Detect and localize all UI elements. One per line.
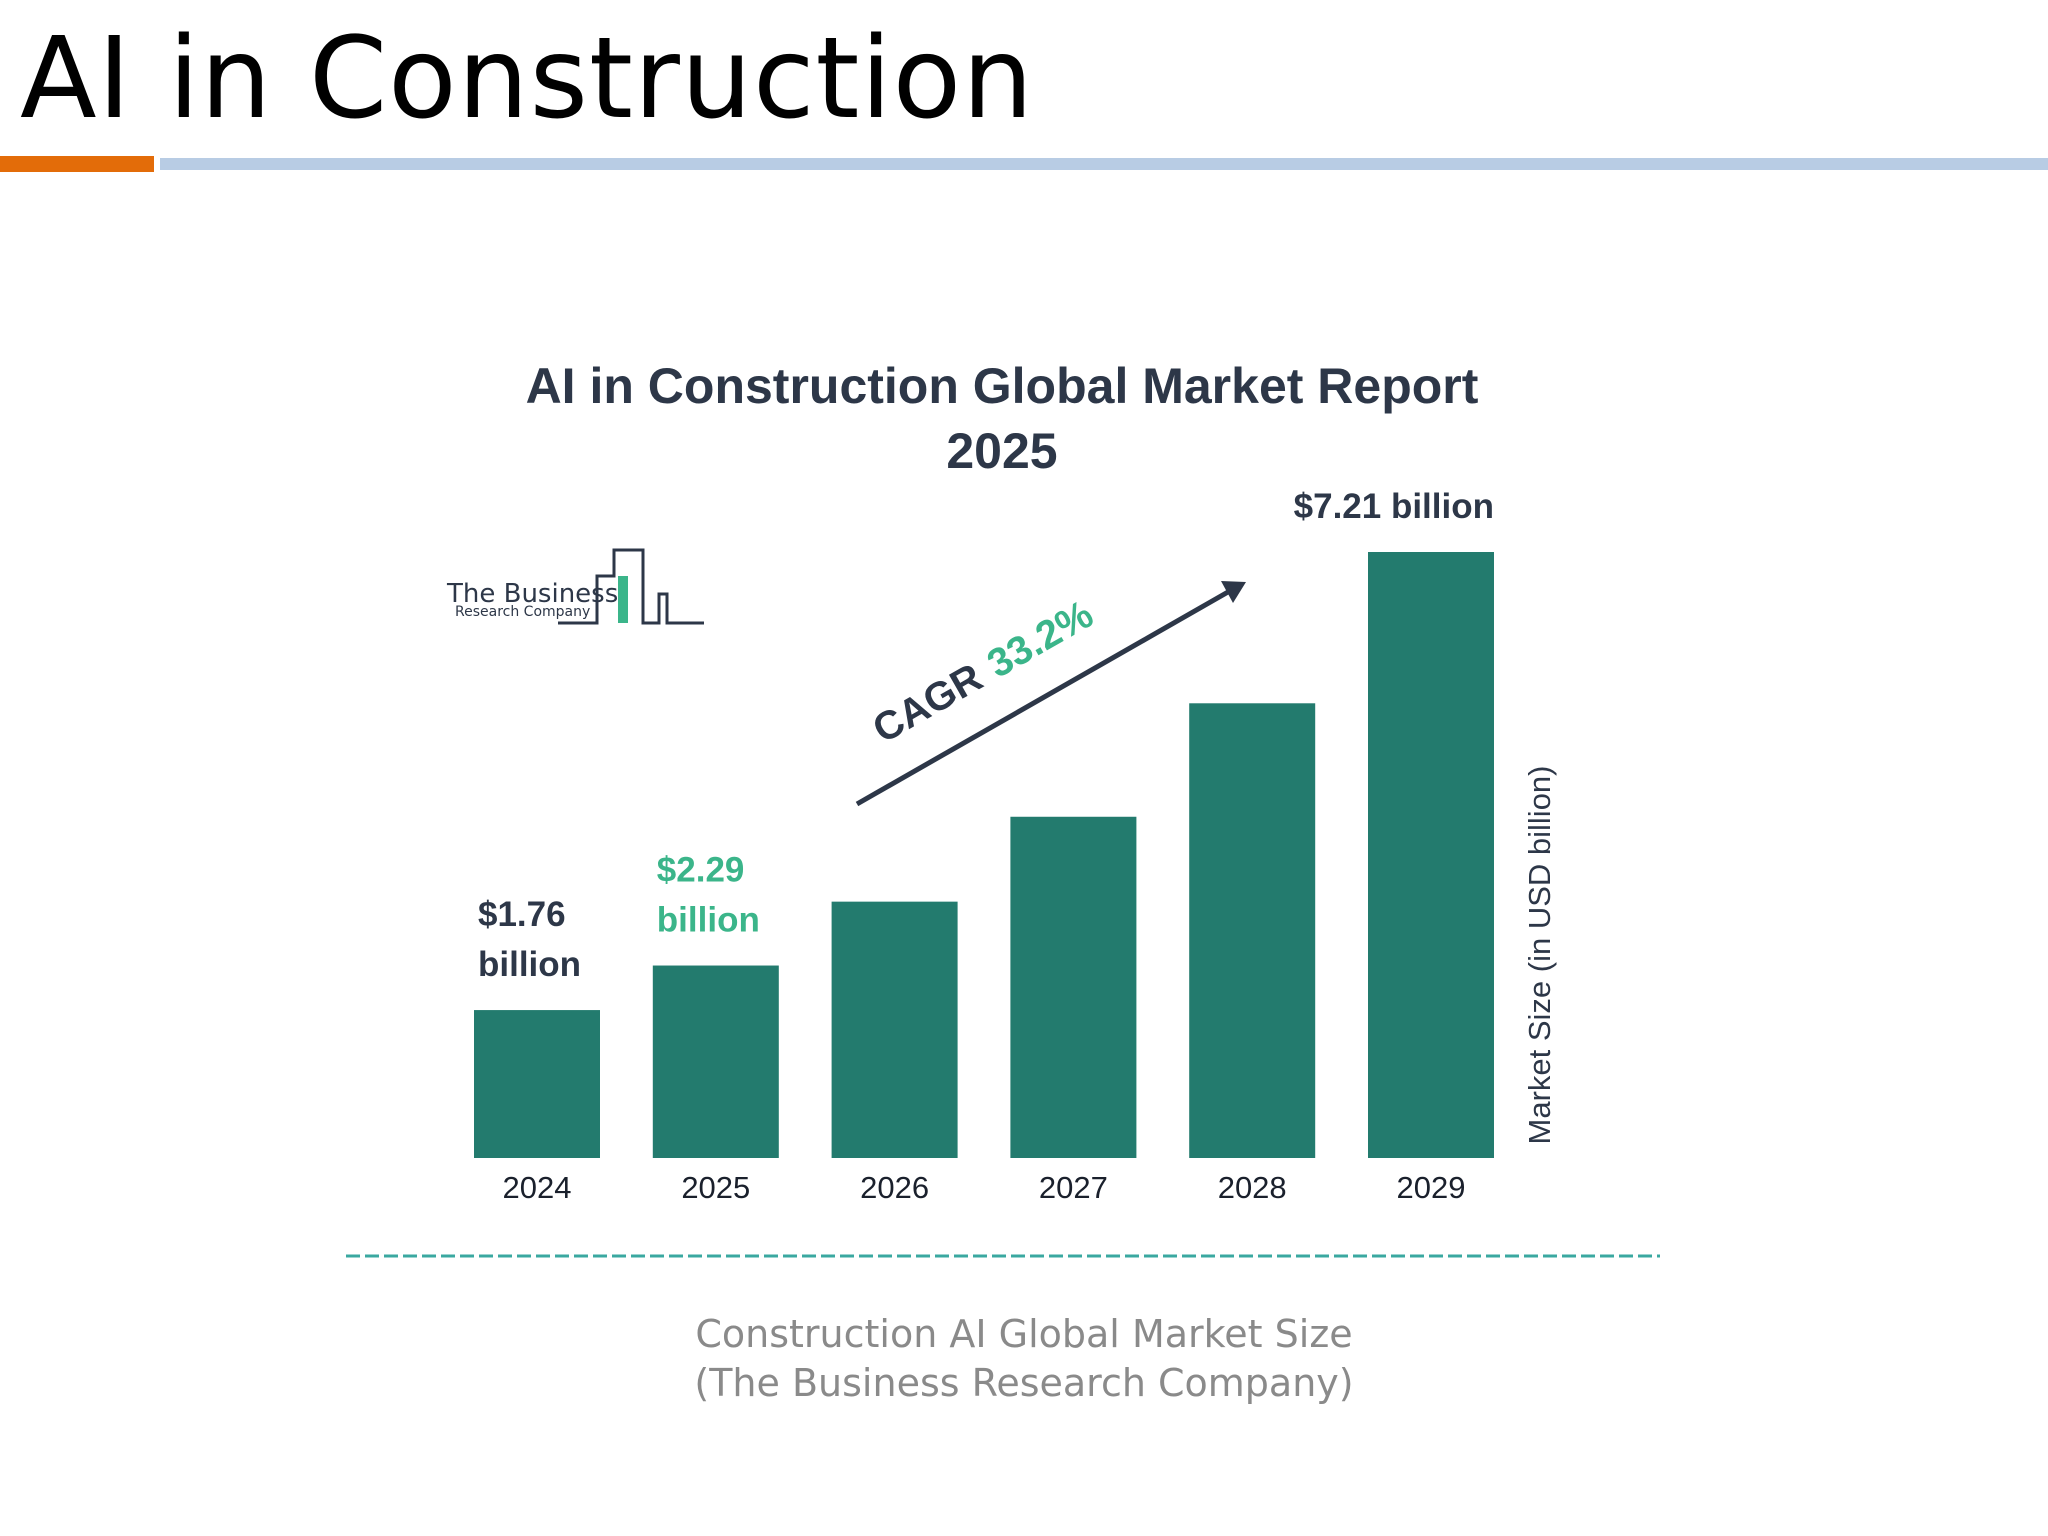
slide-title: AI in Construction (20, 14, 1035, 144)
figure-caption: Construction AI Global Market Size (The … (0, 1310, 2048, 1408)
bar-2027 (1010, 816, 1137, 1158)
y-axis-label: Market Size (in USD billion) (1522, 766, 1557, 1145)
x-tick-2028: 2028 (1218, 1170, 1287, 1205)
bar-2029 (1368, 552, 1494, 1158)
bar-2026 (831, 901, 958, 1158)
bar-2025 (652, 965, 779, 1158)
x-tick-labels: 2024 2025 2026 2027 2028 2029 (503, 1170, 1466, 1205)
cagr-annotation: CAGR33.2% (855, 581, 1246, 807)
value-label-2025-line-1: $2.29 (657, 851, 745, 890)
x-tick-2027: 2027 (1039, 1170, 1108, 1205)
x-tick-2025: 2025 (681, 1170, 750, 1205)
title-accent-bar (0, 156, 154, 172)
logo-bar-icon (618, 576, 628, 623)
chart-title-line-2: 2025 (946, 423, 1057, 479)
bar-2028 (1189, 703, 1316, 1158)
cagr-arrow-line (855, 589, 1230, 807)
bars-group (474, 552, 1494, 1158)
x-tick-2026: 2026 (860, 1170, 929, 1205)
value-label-2024-line-1: $1.76 (478, 895, 566, 934)
caption-line-2: (The Business Research Company) (694, 1361, 1354, 1405)
company-logo: The Business Research Company (446, 548, 704, 625)
x-tick-2029: 2029 (1397, 1170, 1466, 1205)
value-label-2025-line-2: billion (657, 901, 760, 940)
logo-text-line-1: The Business (446, 579, 618, 609)
caption-line-1: Construction AI Global Market Size (695, 1312, 1353, 1356)
logo-text-line-2: Research Company (455, 604, 590, 620)
title-rule (160, 158, 2048, 170)
logo-building-icon (558, 548, 704, 625)
value-label-2029-line-1: $7.21 billion (1294, 487, 1494, 526)
chart-title-line-1: AI in Construction Global Market Report (526, 358, 1479, 414)
cagr-arrow-head (1221, 581, 1246, 603)
bar-2024 (474, 1010, 600, 1158)
x-tick-2024: 2024 (503, 1170, 572, 1205)
svg-text:CAGR33.2%: CAGR33.2% (866, 592, 1101, 752)
value-label-2024-line-2: billion (478, 945, 581, 984)
value-labels: $1.76 billion $2.29 billion $7.21 billion (478, 487, 1494, 984)
